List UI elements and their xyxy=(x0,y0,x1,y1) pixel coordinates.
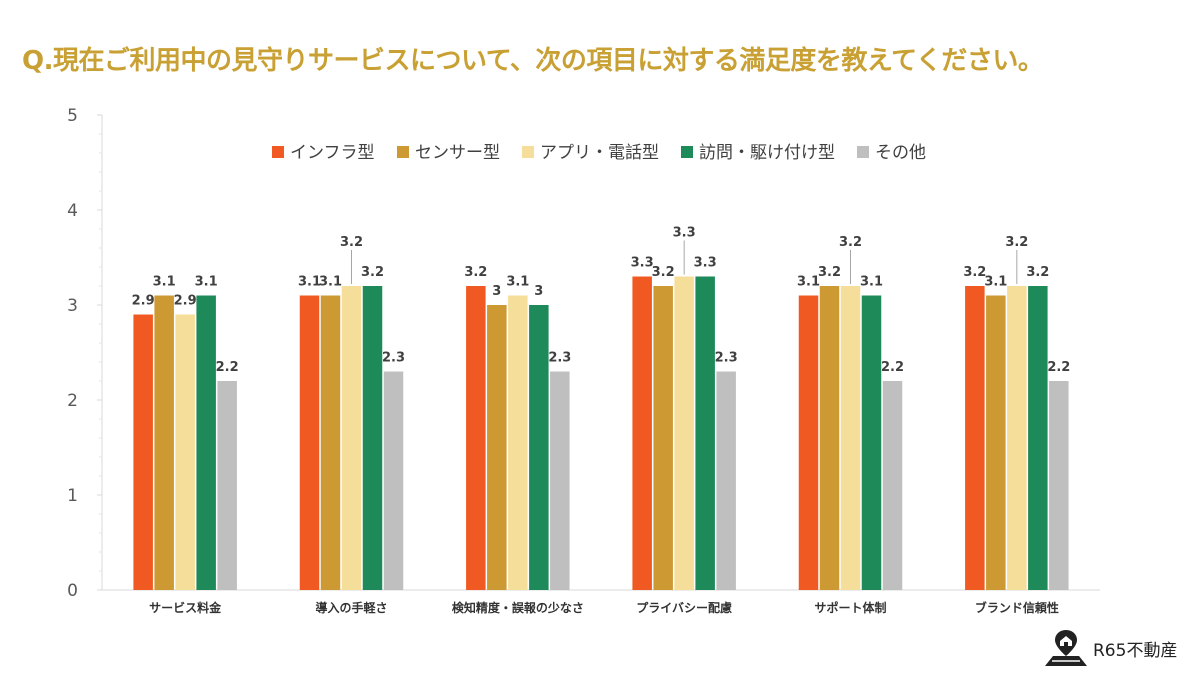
y-tick-label: 0 xyxy=(67,581,78,601)
x-category-label: プライバシー配慮 xyxy=(636,600,732,615)
data-label: 2.9 xyxy=(174,294,197,309)
page-title: Q.現在ご利用中の見守りサービスについて、次の項目に対する満足度を教えてください… xyxy=(22,46,1044,76)
y-tick-label: 1 xyxy=(67,486,78,506)
bar xyxy=(175,314,195,590)
data-label: 3.1 xyxy=(153,275,176,290)
data-label: 3.1 xyxy=(195,275,218,290)
x-category-label: 導入の手軽さ xyxy=(315,600,387,615)
legend-swatch xyxy=(857,146,869,158)
data-label: 3.2 xyxy=(963,265,986,280)
map-pin-icon xyxy=(1045,630,1087,666)
y-tick-label: 5 xyxy=(67,106,78,126)
legend-swatch xyxy=(522,146,534,158)
bar xyxy=(550,371,570,590)
data-label: 3.1 xyxy=(984,275,1007,290)
data-label: 3.1 xyxy=(860,275,883,290)
bar xyxy=(508,295,528,590)
bar xyxy=(840,286,861,590)
bar xyxy=(882,381,903,590)
bar xyxy=(341,286,362,590)
bar xyxy=(217,381,237,590)
x-category-label: ブランド信頼性 xyxy=(975,600,1059,615)
bar xyxy=(362,286,383,590)
data-label: 3 xyxy=(534,284,543,299)
data-label: 3.2 xyxy=(1005,235,1028,250)
legend-label: インフラ型 xyxy=(290,143,375,163)
data-label: 3.1 xyxy=(298,275,321,290)
bar xyxy=(1028,286,1048,590)
y-tick-label: 3 xyxy=(67,296,78,316)
legend-swatch xyxy=(272,146,284,158)
legend-swatch xyxy=(681,146,693,158)
bar xyxy=(154,295,174,590)
data-label: 3.2 xyxy=(361,265,384,280)
data-label: 3.2 xyxy=(839,235,862,250)
bar xyxy=(529,305,549,590)
bar xyxy=(798,295,819,590)
data-label: 2.3 xyxy=(548,351,571,366)
data-label: 3.1 xyxy=(319,275,342,290)
data-label: 2.2 xyxy=(216,360,239,375)
bar xyxy=(965,286,985,590)
data-label: 3.2 xyxy=(340,235,363,250)
data-label: 3.2 xyxy=(652,265,675,280)
bar xyxy=(674,276,694,590)
bar xyxy=(196,295,216,590)
legend-swatch xyxy=(397,146,409,158)
x-category-label: サービス料金 xyxy=(149,600,222,615)
bar xyxy=(653,286,673,590)
legend-label: その他 xyxy=(875,143,926,163)
y-tick-label: 2 xyxy=(67,391,78,411)
data-label: 3.3 xyxy=(694,256,717,271)
bar xyxy=(861,295,882,590)
legend-label: センサー型 xyxy=(415,143,500,163)
brand-logo: R65不動産 xyxy=(1043,628,1193,668)
data-label: 2.9 xyxy=(132,294,155,309)
legend-label: アプリ・電話型 xyxy=(540,143,659,163)
y-tick-label: 4 xyxy=(67,201,78,221)
data-label: 3.2 xyxy=(818,265,841,280)
legend-label: 訪問・駆け付け型 xyxy=(699,143,835,163)
data-label: 3.2 xyxy=(464,265,487,280)
data-label: 2.3 xyxy=(715,351,738,366)
bar xyxy=(133,314,153,590)
data-label: 3 xyxy=(492,284,501,299)
brand-name: R65不動産 xyxy=(1093,641,1178,661)
bar xyxy=(1007,286,1027,590)
bar xyxy=(299,295,320,590)
data-label: 2.2 xyxy=(1047,360,1070,375)
data-label: 3.3 xyxy=(673,226,696,241)
bar xyxy=(487,305,507,590)
bar xyxy=(695,276,715,590)
data-label: 3.3 xyxy=(631,256,654,271)
bar xyxy=(716,371,736,590)
bar xyxy=(320,295,341,590)
bar xyxy=(986,295,1006,590)
data-label: 2.3 xyxy=(382,351,405,366)
x-category-label: 検知精度・誤報の少なさ xyxy=(452,600,584,615)
bar xyxy=(819,286,840,590)
bar xyxy=(383,371,404,590)
bar xyxy=(632,276,652,590)
data-label: 2.2 xyxy=(881,360,904,375)
x-category-label: サポート体制 xyxy=(814,600,886,615)
data-label: 3.2 xyxy=(1026,265,1049,280)
bar xyxy=(1049,381,1069,590)
bar xyxy=(466,286,486,590)
data-label: 3.1 xyxy=(506,275,529,290)
data-label: 3.1 xyxy=(797,275,820,290)
